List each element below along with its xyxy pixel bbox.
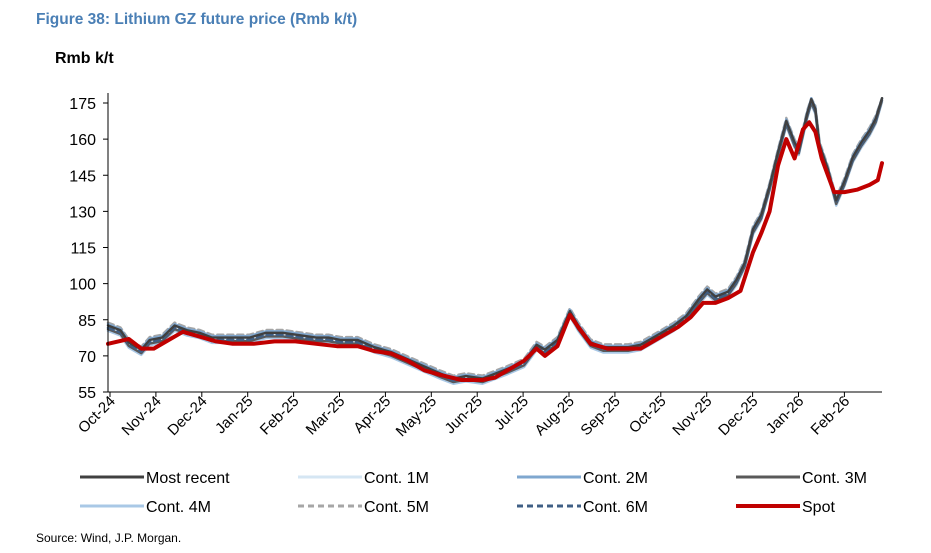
series-line-most-recent xyxy=(106,96,884,380)
y-tick-label: 70 xyxy=(78,349,96,366)
legend-label: Cont. 4M xyxy=(146,499,211,516)
legend-label: Spot xyxy=(802,499,835,516)
y-tick-label: 115 xyxy=(70,241,96,258)
x-tick-label: Feb-25 xyxy=(257,393,303,439)
y-tick-label: 175 xyxy=(69,96,96,113)
series-line-cont-5m xyxy=(106,96,884,377)
x-tick-label: Nov-24 xyxy=(119,393,165,439)
x-tick-label: Mar-25 xyxy=(303,393,349,439)
x-tick-label: Feb-26 xyxy=(808,393,854,439)
y-tick-label: 145 xyxy=(69,168,96,185)
y-tick-label: 160 xyxy=(69,132,96,149)
y-tick-label: 130 xyxy=(69,204,96,221)
y-tick-label: 85 xyxy=(78,313,96,330)
x-tick-label: Sep-25 xyxy=(578,393,624,439)
x-tick-label: Nov-25 xyxy=(669,393,715,439)
y-axis-unit-label: Rmb k/t xyxy=(55,50,114,67)
x-tick-label: Dec-25 xyxy=(715,393,761,439)
y-tick-label: 100 xyxy=(69,277,96,294)
x-tick-label: Jan-26 xyxy=(763,393,807,437)
x-tick-label: Apr-25 xyxy=(350,393,394,437)
legend-label: Cont. 6M xyxy=(583,499,648,516)
x-tick-label: Oct-25 xyxy=(626,393,670,437)
legend-label: Cont. 5M xyxy=(364,499,429,516)
x-tick-label: Aug-25 xyxy=(532,393,578,439)
figure-title: Figure 38: Lithium GZ future price (Rmb … xyxy=(36,11,358,28)
series-line-cont-2m xyxy=(106,96,884,379)
x-tick-label: Jan-25 xyxy=(212,393,256,437)
legend-label: Most recent xyxy=(146,470,230,487)
series-line-spot xyxy=(106,120,884,382)
x-tick-label: Jul-25 xyxy=(491,393,532,434)
y-tick-label: 55 xyxy=(78,385,96,402)
x-tick-label: Jun-25 xyxy=(442,393,486,437)
legend-label: Cont. 2M xyxy=(583,470,648,487)
x-tick-label: May-25 xyxy=(393,393,440,440)
legend-label: Cont. 3M xyxy=(802,470,867,487)
x-tick-label: Dec-24 xyxy=(164,393,210,439)
legend-label: Cont. 1M xyxy=(364,470,429,487)
source-note: Source: Wind, J.P. Morgan. xyxy=(36,531,182,545)
